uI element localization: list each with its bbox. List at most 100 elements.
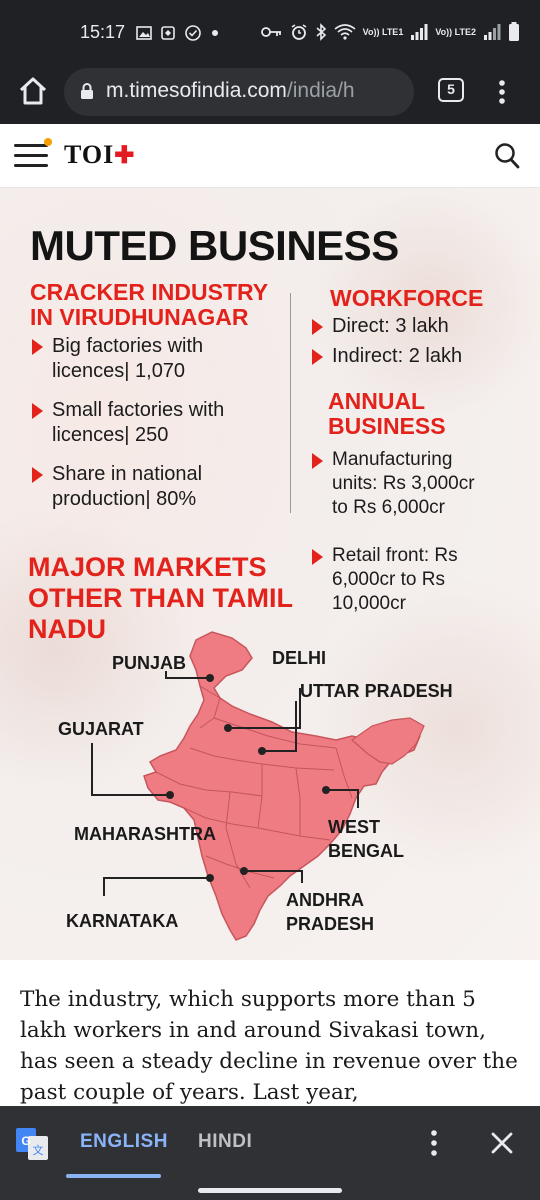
annual-business-heading: ANNUAL BUSINESS — [328, 389, 446, 439]
punjab-leader-line — [165, 671, 210, 679]
workforce-bullet-indirect: Indirect: 2 lakh — [312, 344, 463, 369]
india-map — [91, 631, 425, 941]
annual-bullet-retail: Retail front: Rs 6,000cr to Rs 10,000cr — [312, 544, 458, 616]
heading-line: NADU — [28, 614, 106, 644]
wifi-icon — [334, 24, 356, 40]
label-line: WEST — [328, 817, 380, 837]
delhi-leader-line — [228, 688, 301, 729]
volte-lte1-icon: Vo)) LTE1 — [362, 26, 404, 37]
india-map-shape — [143, 631, 421, 941]
status-time: 15:17 — [80, 22, 126, 42]
bullet-line: Direct: 3 lakh — [332, 315, 449, 337]
label-line: BENGAL — [328, 841, 404, 861]
battery-icon — [509, 22, 519, 41]
google-translate-icon: G 文 — [16, 1128, 48, 1160]
infographic-title: MUTED BUSINESS — [30, 222, 399, 269]
label-line: PRADESH — [286, 914, 375, 934]
url-field[interactable]: m.timesofindia.com/india/h — [64, 68, 414, 116]
workforce-bullet-direct: Direct: 3 lakh — [312, 314, 449, 339]
translate-bar: G 文 ENGLISH HINDI — [0, 1106, 540, 1180]
industry-heading-line2: IN VIRUDHUNAGAR — [30, 304, 249, 330]
uttar-pradesh-leader-line — [262, 701, 297, 752]
status-left-icons — [136, 24, 220, 42]
heading-line: ANNUAL — [328, 388, 426, 414]
industry-bullet-big-factories: Big factories with licences| 1,070 — [32, 334, 204, 384]
heading-line: OTHER THAN TAMIL — [28, 583, 293, 613]
label-delhi: DELHI — [272, 648, 326, 668]
label-line: ANDHRA — [286, 890, 364, 910]
annual-bullet-manufacturing: Manufacturing units: Rs 3,000cr to Rs 6,… — [312, 448, 475, 520]
logo-plus: ✚ — [114, 143, 136, 169]
bullet-line: Indirect: 2 lakh — [332, 345, 463, 367]
article-paragraph: The industry, which supports more than 5… — [20, 987, 518, 1105]
url-text: m.timesofindia.com/india/h — [106, 79, 355, 103]
infographic-image: MUTED BUSINESS CRACKER INDUSTRY IN VIRUD… — [0, 188, 540, 960]
industry-bullet-small-factories: Small factories with licences| 250 — [32, 398, 225, 448]
map-dots — [166, 674, 330, 882]
bullet-line: to Rs 6,000cr — [332, 497, 445, 518]
volte-lte2-icon: Vo)) LTE2 — [435, 26, 476, 37]
heading-line: BUSINESS — [328, 413, 446, 439]
west-bengal-leader-line — [326, 789, 359, 808]
column-divider — [290, 293, 291, 513]
svg-text:文: 文 — [33, 1143, 44, 1157]
industry-bullet-share: Share in national production| 80% — [32, 462, 203, 512]
selected-tab-indicator — [66, 1174, 161, 1178]
label-west-bengal: WEST BENGAL — [328, 815, 404, 863]
close-icon[interactable] — [490, 1131, 514, 1155]
svg-text:G: G — [21, 1134, 30, 1148]
karnataka-leader-line — [103, 877, 210, 896]
alarm-icon — [291, 24, 307, 40]
bullet-line: Share in national — [52, 463, 203, 485]
bullet-line: licences| 1,070 — [52, 360, 186, 382]
home-icon[interactable] — [16, 74, 50, 108]
bullet-line: production| 80% — [52, 488, 197, 510]
logo-text: TOI — [64, 140, 115, 169]
url-path: /india/h — [286, 79, 355, 102]
state-borders — [155, 685, 353, 889]
bullet-line: 10,000cr — [332, 593, 406, 614]
andhra-pradesh-leader-line — [244, 870, 303, 883]
tab-switcher-button[interactable]: 5 — [438, 78, 464, 102]
industry-heading-line1: CRACKER INDUSTRY — [30, 279, 269, 305]
markets-heading: MAJOR MARKETS OTHER THAN TAMIL NADU — [28, 552, 293, 645]
heading-line: MAJOR MARKETS — [28, 552, 267, 582]
check-circle-icon — [185, 25, 201, 41]
image-icon — [136, 26, 152, 40]
bullet-line: Big factories with — [52, 335, 204, 357]
workforce-heading: WORKFORCE — [330, 285, 484, 311]
industry-heading: CRACKER INDUSTRY IN VIRUDHUNAGAR — [30, 280, 268, 330]
status-right-icons: Vo)) LTE1 Vo)) LTE2 — [260, 22, 520, 42]
bullet-line: licences| 250 — [52, 424, 169, 446]
bullet-line: Small factories with — [52, 399, 225, 421]
label-maharashtra: MAHARASHTRA — [74, 824, 216, 844]
bluetooth-icon — [316, 23, 326, 41]
signal-2-icon — [484, 24, 501, 40]
gesture-handle[interactable] — [198, 1188, 342, 1193]
lock-icon — [81, 83, 93, 99]
tab-english[interactable]: ENGLISH — [80, 1131, 168, 1152]
label-gujarat: GUJARAT — [58, 719, 144, 739]
search-icon[interactable] — [494, 142, 520, 170]
label-andhra-pradesh: ANDHRA PRADESH — [286, 888, 374, 936]
gujarat-leader-line — [91, 743, 170, 796]
bullet-line: units: Rs 3,000cr — [332, 473, 475, 494]
browser-toolbar: m.timesofindia.com/india/h 5 — [0, 64, 540, 124]
dot-icon — [212, 30, 218, 36]
site-header: TOI✚ — [0, 124, 540, 188]
status-bar: 15:17 Vo)) LTE1 Vo)) LTE2 — [0, 0, 540, 64]
tab-hindi[interactable]: HINDI — [198, 1131, 253, 1152]
translate-more-icon[interactable] — [426, 1128, 442, 1158]
app-icon — [161, 26, 175, 40]
key-icon — [260, 27, 281, 37]
site-logo[interactable]: TOI✚ — [64, 140, 135, 170]
label-karnataka: KARNATAKA — [66, 911, 179, 931]
bullet-line: Retail front: Rs — [332, 545, 458, 566]
signal-1-icon — [411, 24, 428, 40]
india-northeast-shape — [351, 717, 425, 765]
bullet-line: Manufacturing — [332, 449, 453, 470]
more-options-icon[interactable] — [490, 78, 514, 106]
navigation-bar — [0, 1180, 540, 1200]
url-domain: m.timesofindia.com — [106, 79, 287, 102]
hamburger-menu-icon[interactable] — [14, 138, 52, 170]
